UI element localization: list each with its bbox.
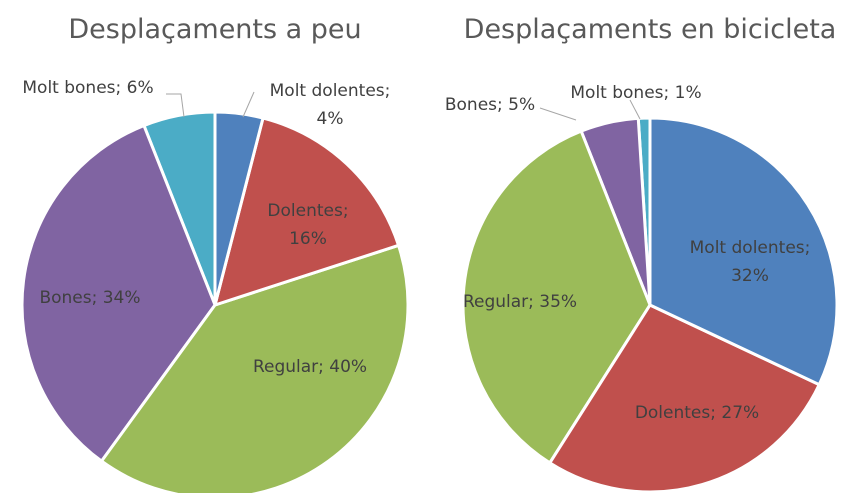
pie-slice: [99, 243, 410, 493]
chart-title: Desplaçaments a peu: [68, 14, 362, 45]
data-label: Bones; 5%: [444, 95, 536, 115]
leader-line: [629, 99, 641, 120]
pie-slice: [212, 116, 401, 308]
pie-slice: [20, 123, 217, 464]
leader-line: [242, 91, 255, 118]
pie-slice: [547, 303, 822, 493]
leader-line: [539, 107, 577, 121]
data-label: Dolentes; 27%: [634, 403, 760, 423]
chart-title: Desplaçaments en bicicleta: [463, 14, 837, 45]
data-label: Molt bones; 1%: [570, 83, 702, 103]
data-label: Molt dolentes; 4%: [269, 81, 391, 129]
data-label: Regular; 40%: [252, 357, 368, 377]
pie-slice: [213, 110, 265, 306]
data-label: Bones; 34%: [39, 288, 141, 308]
pie-slice: [648, 116, 839, 387]
data-label: Dolentes; 16%: [267, 201, 349, 249]
leader-line: [166, 93, 185, 118]
pie-slice: [461, 129, 652, 465]
data-label: Molt dolentes; 32%: [689, 238, 811, 286]
leader-lines: [166, 91, 641, 121]
data-label: Regular; 35%: [462, 292, 578, 312]
data-label: Molt bones; 6%: [22, 78, 154, 98]
